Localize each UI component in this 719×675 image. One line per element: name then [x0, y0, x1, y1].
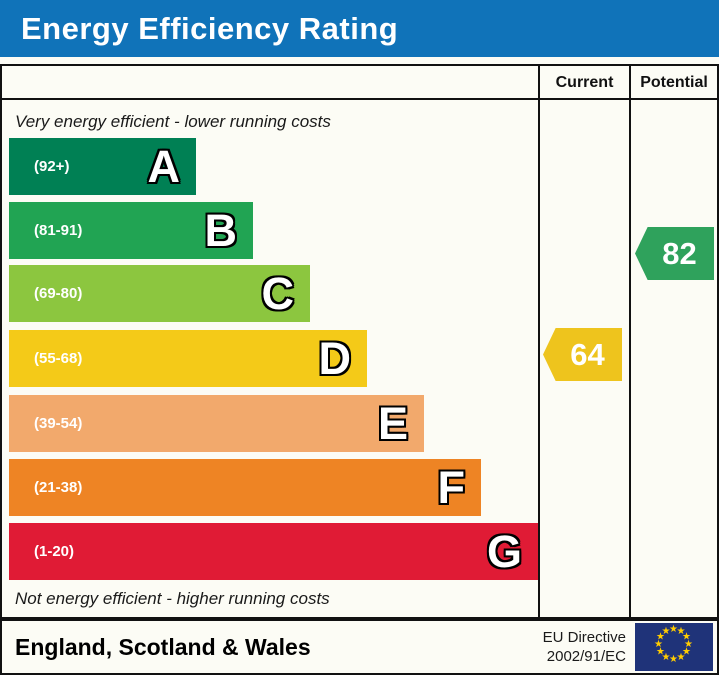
- band-letter: C: [261, 268, 295, 319]
- epc-chart: Current Potential Very energy efficient …: [0, 64, 719, 619]
- band-letter: F: [437, 462, 466, 513]
- page-title: Energy Efficiency Rating: [21, 10, 399, 46]
- column-header-potential: Potential: [640, 74, 708, 91]
- band-letter: A: [147, 141, 181, 192]
- caption-not-efficient: Not energy efficient - higher running co…: [15, 589, 330, 608]
- band-row-d: (55-68) D: [9, 330, 367, 387]
- eu-directive-line1: EU Directive: [542, 628, 626, 646]
- title-bar: Energy Efficiency Rating: [0, 0, 719, 57]
- current-rating-marker: 64: [543, 328, 622, 381]
- band-letter: D: [318, 333, 352, 384]
- band-range-label: (39-54): [34, 415, 83, 432]
- column-header-row: Current Potential: [2, 66, 717, 100]
- potential-rating-value: 82: [662, 235, 697, 271]
- column-divider-current: [538, 66, 540, 617]
- band-range-label: (92+): [34, 158, 70, 175]
- footer-bar: England, Scotland & Wales EU Directive 2…: [0, 619, 719, 675]
- current-rating-value: 64: [570, 336, 605, 372]
- caption-very-efficient: Very energy efficient - lower running co…: [15, 112, 331, 131]
- band-row-b: (81-91) B: [9, 202, 253, 259]
- eu-flag-icon: [635, 623, 713, 671]
- band-letter: B: [204, 205, 238, 256]
- band-range-label: (1-20): [34, 543, 75, 560]
- band-row-c: (69-80) C: [9, 265, 310, 322]
- eu-directive-line2: 2002/91/EC: [546, 648, 626, 665]
- band-range-label: (21-38): [34, 479, 83, 496]
- band-letter: E: [377, 398, 408, 449]
- band-range-label: (55-68): [34, 350, 83, 367]
- band-range-label: (81-91): [34, 222, 83, 239]
- band-letter: G: [486, 526, 522, 577]
- band-row-a: (92+) A: [9, 138, 196, 195]
- column-header-current: Current: [555, 74, 614, 91]
- band-row-e: (39-54) E: [9, 395, 424, 452]
- eu-directive-label: EU Directive 2002/91/EC: [543, 628, 626, 667]
- potential-rating-marker: 82: [635, 227, 714, 280]
- band-range-label: (69-80): [34, 285, 83, 302]
- band-row-f: (21-38) F: [9, 459, 481, 516]
- region-label: England, Scotland & Wales: [15, 633, 311, 660]
- band-row-g: (1-20) G: [9, 523, 538, 580]
- column-divider-potential: [629, 66, 631, 617]
